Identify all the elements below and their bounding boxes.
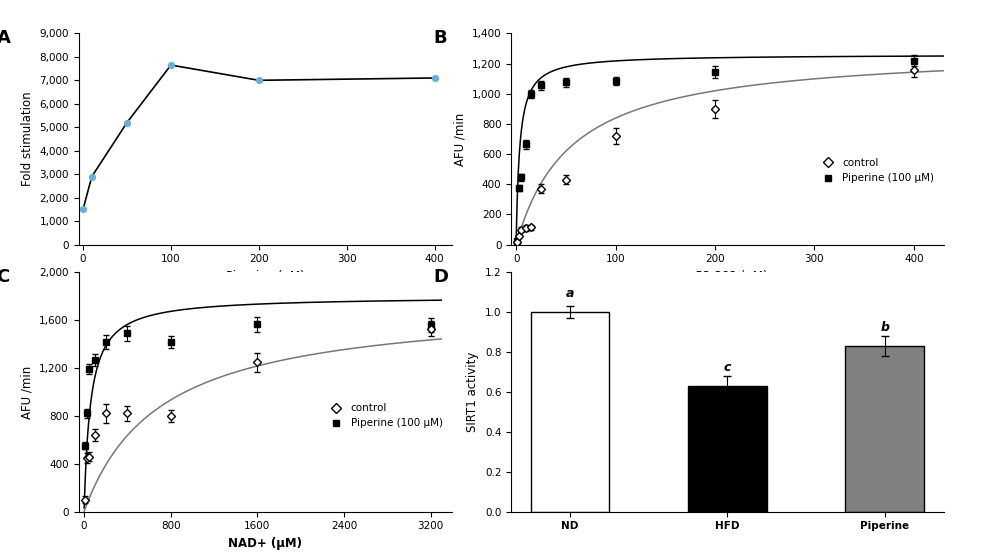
Point — [119, 118, 135, 127]
Text: b: b — [880, 321, 890, 334]
Point — [427, 73, 442, 82]
Point — [251, 76, 266, 85]
X-axis label: Piperine (μM): Piperine (μM) — [226, 270, 305, 283]
Y-axis label: SIRT1 activity: SIRT1 activity — [466, 352, 480, 432]
Y-axis label: Fold stimulation: Fold stimulation — [21, 92, 33, 186]
Bar — [531, 312, 609, 512]
X-axis label: NAD+ (μM): NAD+ (μM) — [228, 537, 303, 550]
Text: C: C — [0, 267, 10, 286]
Point — [84, 172, 99, 181]
Point — [75, 205, 90, 214]
Text: c: c — [723, 361, 731, 374]
Text: D: D — [434, 267, 448, 286]
Y-axis label: AFU /min: AFU /min — [453, 112, 466, 166]
Legend: control, Piperine (100 μM): control, Piperine (100 μM) — [321, 399, 447, 433]
Y-axis label: AFU /min: AFU /min — [21, 365, 33, 419]
Text: a: a — [566, 287, 574, 300]
Text: A: A — [0, 29, 11, 47]
Bar — [845, 346, 924, 512]
Text: B: B — [434, 29, 447, 47]
Legend: control, Piperine (100 μM): control, Piperine (100 μM) — [813, 154, 939, 187]
Point — [163, 61, 179, 70]
X-axis label: p53-382 (μM): p53-382 (μM) — [688, 270, 767, 283]
Bar — [688, 386, 767, 512]
